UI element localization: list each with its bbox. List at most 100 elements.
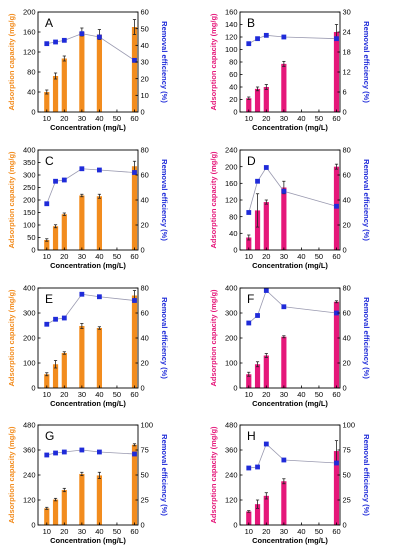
y-tick-label: 160 — [23, 28, 36, 37]
y2-tick-label: 40 — [141, 41, 149, 50]
bar — [52, 499, 59, 525]
y-tick-label: 150 — [23, 208, 36, 217]
bar — [79, 326, 85, 388]
y-axis-title: Adsorption capacity (mg/g) — [7, 13, 16, 111]
efficiency-point — [61, 37, 67, 43]
efficiency-point — [53, 39, 58, 45]
y-axis-title: Adsorption capacity (mg/g) — [209, 289, 218, 387]
y-tick-label: 60 — [229, 70, 237, 79]
panel-label: H — [247, 429, 256, 443]
y2-tick-label: 100 — [343, 421, 356, 430]
x-axis-title: Concentration (mg/L) — [50, 261, 126, 270]
efficiency-line — [46, 293, 135, 325]
efficiency-line — [46, 168, 135, 204]
efficiency-point — [97, 167, 102, 173]
y-tick-label: 80 — [229, 58, 237, 67]
y2-axis-title: Removal efficiency (%) — [362, 159, 371, 241]
y2-tick-label: 100 — [141, 421, 154, 430]
y2-tick-label: 80 — [343, 146, 351, 155]
y2-tick-label: 25 — [343, 496, 351, 505]
panel-c: 0 50 100 150 200 250 300 350 400 0 20 40 60 80 10 20 30 4… — [7, 146, 169, 270]
y2-tick-label: 75 — [141, 446, 149, 455]
efficiency-point — [281, 457, 287, 463]
x-tick-label: 50 — [315, 527, 323, 536]
efficiency-point — [44, 41, 50, 47]
bar — [131, 444, 138, 525]
panel-b: 0 20 40 60 80 100 120 140 160 0 6 12 18 24 30 10 20 30 40 5… — [209, 8, 371, 132]
x-tick-label: 30 — [78, 390, 86, 399]
x-tick-label: 30 — [280, 527, 288, 536]
y-tick-label: 20 — [229, 95, 237, 104]
y2-tick-label: 20 — [141, 74, 149, 83]
panel-label: E — [45, 292, 53, 306]
y2-tick-label: 20 — [141, 359, 149, 368]
y-tick-label: 300 — [23, 171, 36, 180]
y-axis-title: Adsorption capacity (mg/g) — [7, 151, 16, 249]
y-axis-title: Adsorption capacity (mg/g) — [7, 426, 16, 524]
bar — [44, 508, 50, 525]
x-tick-label: 50 — [315, 252, 323, 261]
y2-tick-label: 0 — [141, 384, 145, 393]
y-tick-label: 250 — [23, 183, 36, 192]
bar — [263, 202, 269, 250]
y2-tick-label: 30 — [141, 58, 149, 67]
efficiency-point — [246, 210, 252, 215]
y2-tick-label: 20 — [343, 359, 351, 368]
bar — [281, 63, 287, 112]
x-tick-label: 60 — [130, 252, 138, 261]
y2-tick-label: 80 — [141, 146, 149, 155]
y2-tick-label: 50 — [141, 24, 149, 33]
efficiency-point — [281, 188, 287, 194]
x-axis-title: Concentration (mg/L) — [252, 536, 328, 545]
y-tick-label: 200 — [225, 334, 238, 343]
efficiency-line — [248, 443, 337, 469]
efficiency-point — [255, 313, 260, 318]
y2-tick-label: 0 — [141, 246, 145, 255]
efficiency-line — [46, 33, 135, 61]
x-tick-label: 60 — [332, 114, 340, 123]
y-tick-label: 160 — [225, 179, 238, 188]
y2-tick-label: 0 — [141, 108, 145, 117]
bar — [246, 98, 252, 112]
panel-label: B — [247, 16, 255, 30]
efficiency-point — [255, 464, 260, 470]
y2-axis-title: Removal efficiency (%) — [160, 159, 169, 241]
efficiency-point — [263, 32, 269, 38]
efficiency-point — [61, 177, 67, 183]
bar — [61, 490, 67, 525]
bar — [131, 295, 138, 388]
x-tick-label: 20 — [262, 390, 270, 399]
y-tick-label: 360 — [23, 446, 36, 455]
panel-label: D — [247, 154, 256, 168]
y2-tick-label: 50 — [141, 471, 149, 480]
x-tick-label: 40 — [297, 390, 305, 399]
efficiency-point — [44, 321, 50, 327]
y-axis-title: Adsorption capacity (mg/g) — [7, 289, 16, 387]
y-tick-label: 350 — [23, 158, 36, 167]
x-axis-title: Concentration (mg/L) — [50, 399, 126, 408]
efficiency-point — [246, 320, 252, 326]
x-tick-label: 20 — [262, 252, 270, 261]
bar — [281, 187, 287, 250]
y-tick-label: 80 — [229, 212, 237, 221]
bar — [263, 355, 269, 388]
y-tick-label: 0 — [233, 521, 237, 530]
y-tick-label: 0 — [233, 246, 237, 255]
efficiency-point — [263, 441, 269, 447]
efficiency-point — [53, 178, 58, 184]
y-tick-label: 120 — [23, 496, 36, 505]
y-tick-label: 400 — [23, 146, 36, 155]
bar — [61, 214, 67, 250]
x-tick-label: 50 — [315, 114, 323, 123]
y-tick-label: 0 — [233, 384, 237, 393]
y2-axis-title: Removal efficiency (%) — [362, 297, 371, 379]
efficiency-point — [132, 170, 137, 175]
efficiency-point — [246, 465, 252, 471]
efficiency-line — [248, 289, 337, 324]
x-axis-title: Concentration (mg/L) — [252, 399, 328, 408]
x-tick-label: 60 — [332, 527, 340, 536]
bar — [96, 34, 103, 112]
bar — [246, 374, 252, 388]
bar — [333, 301, 340, 388]
bar — [246, 237, 252, 250]
